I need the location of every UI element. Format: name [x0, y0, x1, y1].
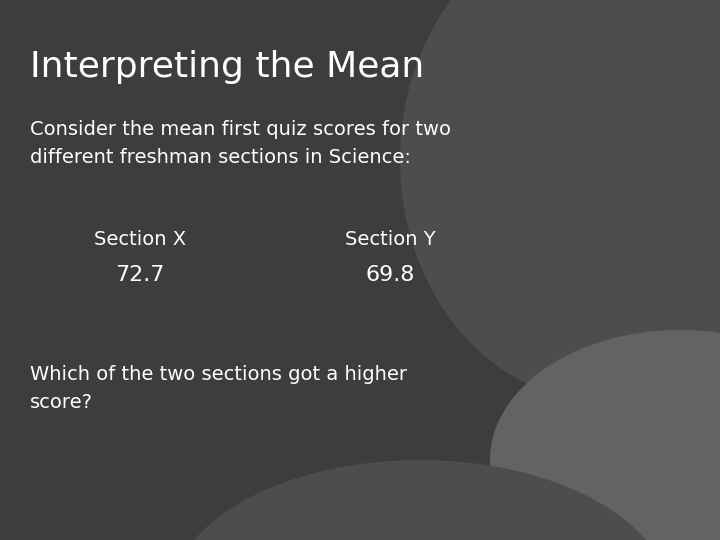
Ellipse shape — [400, 0, 720, 400]
Text: Section Y: Section Y — [345, 230, 436, 249]
Text: 69.8: 69.8 — [365, 265, 415, 285]
Text: Interpreting the Mean: Interpreting the Mean — [30, 50, 424, 84]
Ellipse shape — [490, 330, 720, 540]
Text: 72.7: 72.7 — [115, 265, 165, 285]
Text: Consider the mean first quiz scores for two
different freshman sections in Scien: Consider the mean first quiz scores for … — [30, 120, 451, 167]
Text: Section X: Section X — [94, 230, 186, 249]
Ellipse shape — [170, 460, 670, 540]
Text: Which of the two sections got a higher
score?: Which of the two sections got a higher s… — [30, 365, 407, 412]
